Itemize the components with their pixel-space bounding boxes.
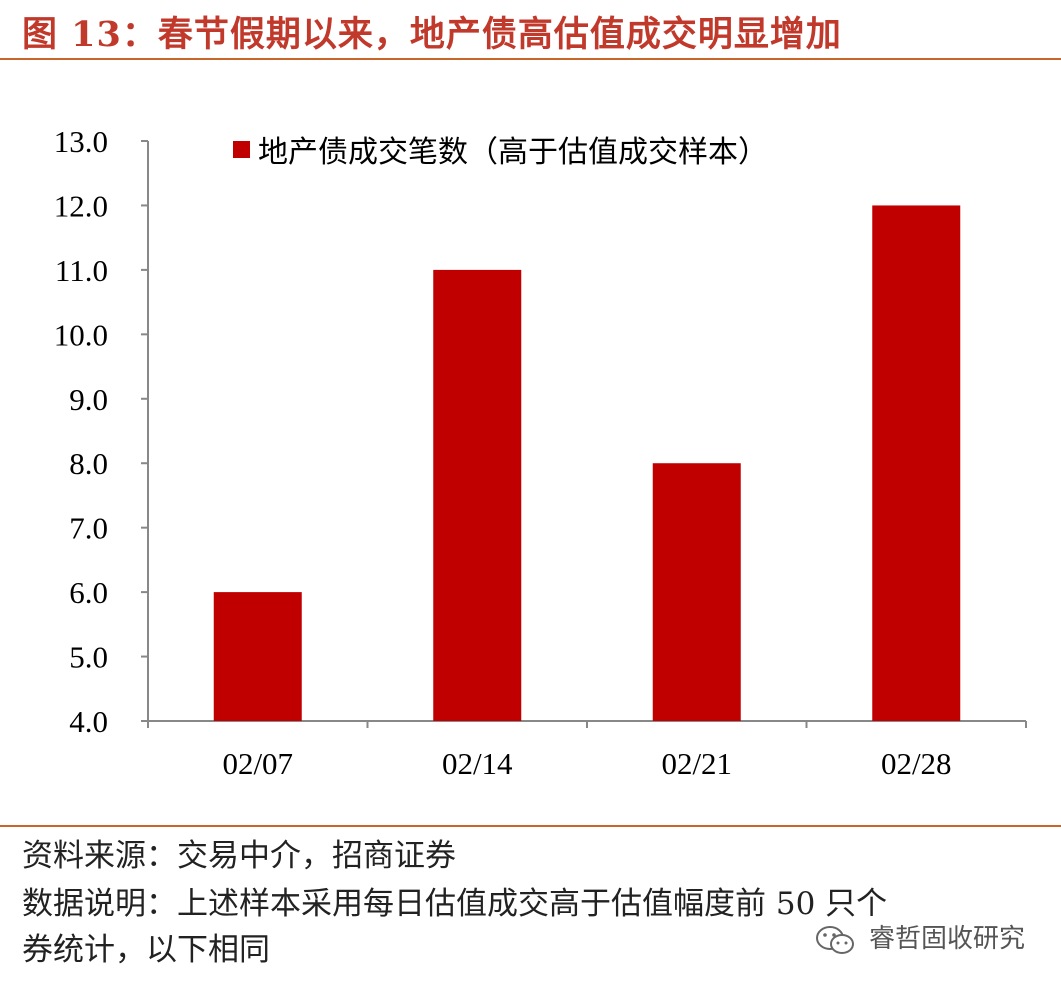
bar [652, 463, 741, 721]
x-tick-label: 02/28 [881, 746, 952, 781]
legend: 地产债成交笔数（高于估值成交样本） [233, 135, 768, 170]
watermark: 睿哲固收研究 [815, 918, 1025, 956]
source-note: 资料来源：交易中介，招商证券 [22, 838, 456, 874]
y-tick-label: 9.0 [69, 382, 108, 417]
y-tick-label: 10.0 [54, 317, 108, 352]
data-note-line1: 数据说明：上述样本采用每日估值成交高于估值幅度前 50 只个 [22, 886, 888, 922]
x-axis: 02/07 02/14 02/21 02/28 [147, 720, 1027, 781]
y-tick-label: 6.0 [69, 575, 108, 610]
watermark-text: 睿哲固收研究 [868, 924, 1025, 954]
data-note-line2: 券统计，以下相同 [22, 932, 270, 968]
y-tick-label: 5.0 [69, 640, 108, 675]
y-tick-label: 7.0 [69, 511, 108, 546]
x-tick-label: 02/07 [222, 746, 293, 781]
legend-label: 地产债成交笔数（高于估值成交样本） [258, 135, 768, 170]
y-tick-label: 8.0 [69, 446, 108, 481]
x-tick-label: 02/21 [661, 746, 732, 781]
bar [433, 269, 522, 721]
bar [872, 205, 961, 721]
y-tick-label: 13.0 [54, 124, 108, 159]
y-tick-label: 12.0 [54, 188, 108, 223]
legend-swatch [233, 141, 250, 158]
footer-divider [0, 825, 1061, 827]
title-divider [0, 58, 1061, 60]
bar-series [213, 205, 961, 721]
figure-title: 图 13：春节假期以来，地产债高估值成交明显增加 [22, 14, 842, 55]
x-tick-label: 02/14 [442, 746, 513, 781]
wechat-icon [815, 925, 854, 954]
y-tick-label: 11.0 [55, 253, 108, 288]
y-axis: 4.0 5.0 6.0 7.0 8.0 9.0 10.0 11.0 12.0 13.0 [54, 124, 149, 739]
bar-chart: 4.0 5.0 6.0 7.0 8.0 9.0 10.0 11.0 12.0 13.0 02/07… [54, 124, 1027, 781]
bar [213, 592, 302, 721]
y-tick-label: 4.0 [69, 704, 108, 739]
